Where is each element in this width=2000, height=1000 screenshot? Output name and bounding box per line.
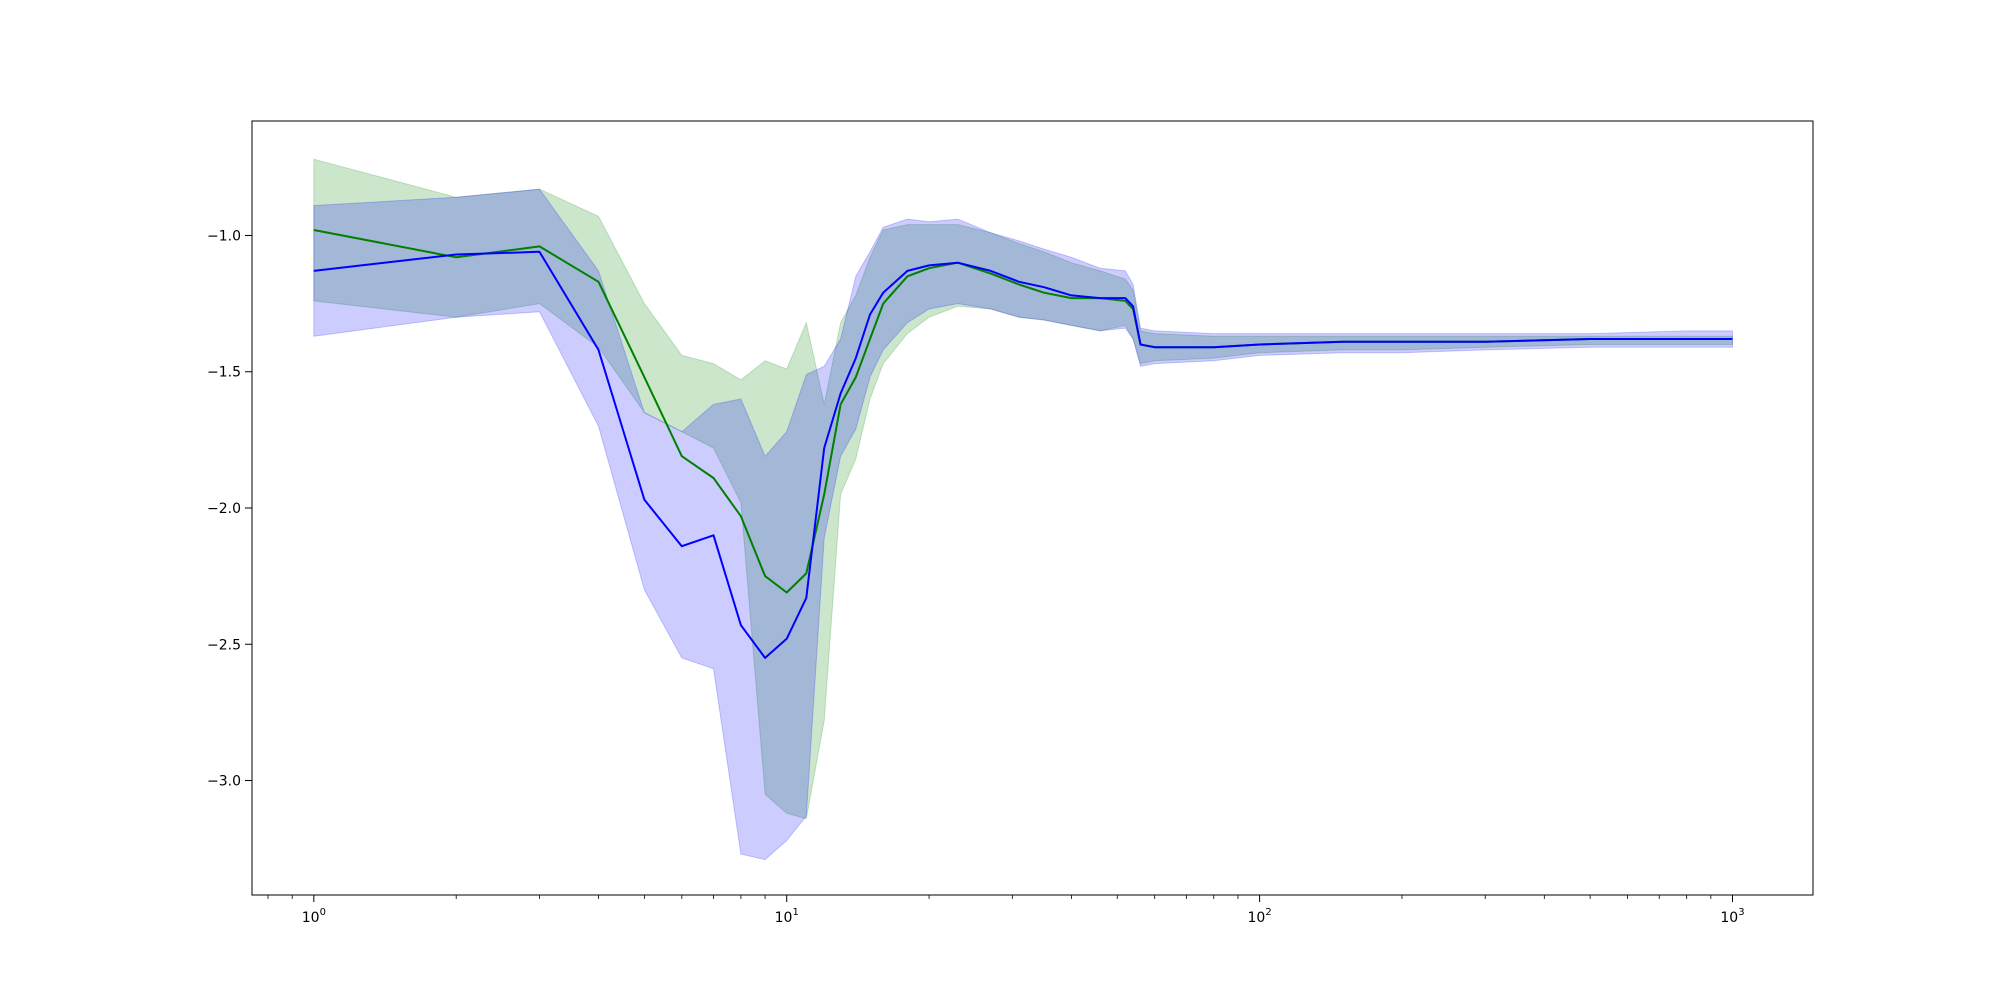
y-axis: −1.0 −1.5 −2.0 −2.5 −3.0 bbox=[207, 228, 252, 790]
x-tick-label: 102 bbox=[1248, 907, 1272, 926]
x-tick-label: 100 bbox=[302, 907, 326, 926]
y-tick-label: −2.0 bbox=[207, 501, 241, 517]
y-tick-label: −2.5 bbox=[207, 637, 241, 653]
y-tick-label: −1.5 bbox=[207, 365, 241, 381]
y-tick-label: −1.0 bbox=[207, 228, 241, 244]
x-tick-label: 103 bbox=[1720, 907, 1744, 926]
series-lines bbox=[313, 229, 1733, 659]
series-1-band bbox=[313, 158, 1733, 820]
series-2-band bbox=[313, 188, 1733, 861]
y-tick-label: −3.0 bbox=[207, 774, 241, 790]
x-tick-label: 101 bbox=[775, 907, 799, 926]
series-2-line bbox=[313, 250, 1733, 659]
x-axis: 100 101 102 103 bbox=[267, 895, 1745, 926]
confidence-bands bbox=[313, 158, 1733, 861]
